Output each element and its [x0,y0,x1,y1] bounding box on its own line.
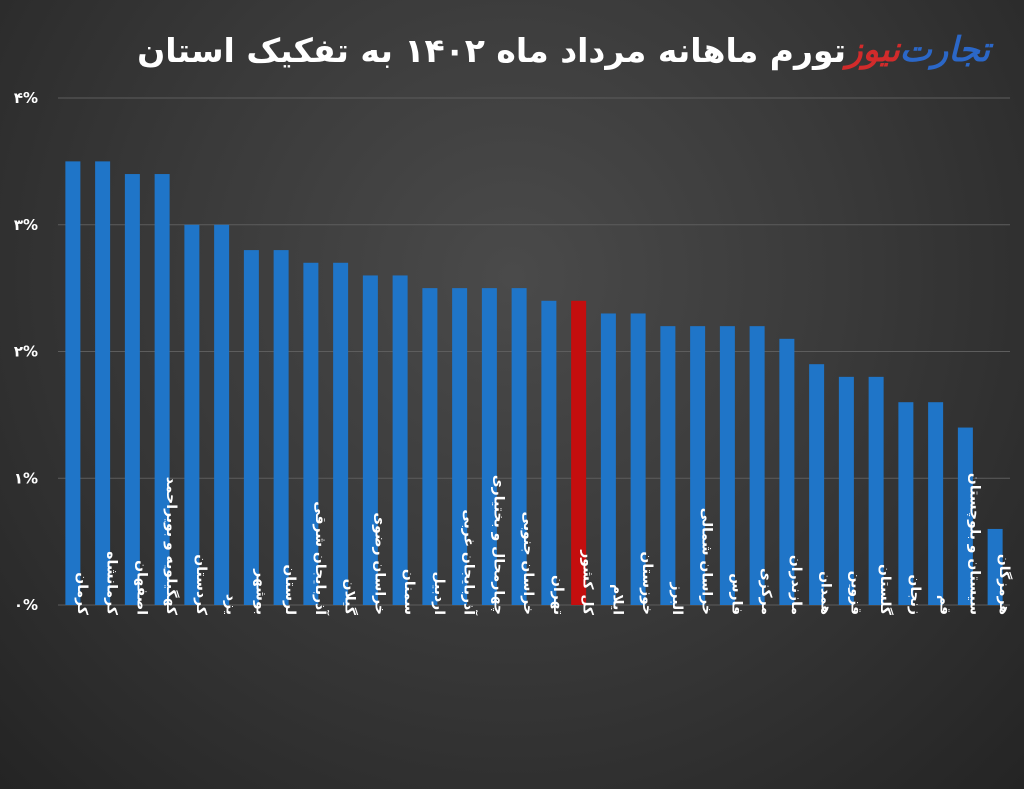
bar [898,402,914,605]
x-category-label: اردبیل [431,571,447,615]
x-category-label: خراسان شمالی [699,508,715,615]
x-category-label: هرمزگان [996,554,1013,615]
x-category-label: اصفهان [133,560,149,615]
chart-title: تورم ماهانه مرداد ماه ۱۴۰۲ به تفکیک استا… [137,30,847,70]
x-category-label: قزوین [847,571,863,615]
bar [124,174,140,606]
y-tick-label: ۰% [14,596,38,614]
y-tick-label: ۴% [14,89,38,107]
bar [987,528,1003,605]
bar [630,313,646,605]
x-category-label: چهارمحال و بختیاری [490,475,506,615]
x-category-label: خراسان رضوی [371,512,387,615]
x-category-label: مازندران [788,555,804,615]
bar [749,326,765,605]
bar [273,250,289,605]
bar [184,224,200,605]
bars [65,161,1003,606]
y-axis-ticks: ۰% ۱% ۲% ۳% ۴% [14,89,38,614]
bar [154,174,170,606]
bar [868,376,884,605]
x-category-label: تهران [550,575,566,615]
bar [600,313,616,605]
bar [333,262,349,605]
bar [511,288,527,605]
bar [65,161,81,605]
bar [690,326,706,605]
x-category-label: لرستان [282,564,298,615]
x-category-label: فارس [728,573,744,615]
x-category-label: آذربایجان غربی [461,509,479,616]
x-category-label: قم [937,595,953,615]
y-tick-label: ۱% [14,469,38,487]
bar [452,288,468,605]
bar [719,326,735,605]
y-tick-label: ۳% [14,216,38,234]
x-axis-labels: کرمان کرمانشاه اصفهان کهگیلویه و بویراحمد کر… [74,473,1013,616]
x-category-label: همدان [818,571,834,615]
bar [809,364,825,605]
bar [541,300,557,605]
x-category-label: کردستان [193,554,209,616]
bar [957,427,973,605]
x-category-label: کل کشور [580,549,596,616]
x-category-label: زنجان [907,574,923,615]
x-category-label: آذربایجان شرقی [312,501,330,616]
x-category-label: یزد [223,594,239,615]
x-category-label: سمنان [401,569,417,615]
x-category-label: گیلان [342,579,359,616]
bar [928,402,944,605]
bar [214,224,230,605]
bar [303,262,319,605]
bar [362,275,378,605]
brand-logo-part2: نیوز [846,30,900,70]
bar [481,288,497,605]
x-category-label: البرز [669,581,685,615]
x-category-label: مرکزی [758,568,774,615]
bar [422,288,438,605]
x-category-label: کرمان [74,572,90,616]
bar [392,275,408,605]
x-category-label: بوشهر [252,568,268,615]
x-category-label: کرمانشاه [104,551,120,616]
brand-logo: تجارت نیوز [846,30,990,70]
brand-logo-part1: تجارت [899,30,990,70]
bar-highlight [571,300,587,605]
x-category-label: خوزستان [639,551,655,615]
bar [243,250,259,605]
x-category-label: سیستان و بلوچستان [966,473,982,615]
x-category-label: گلستان [877,564,894,616]
x-category-label: کهگیلویه و بویراحمد [163,477,180,616]
bar [95,161,111,605]
y-tick-label: ۲% [14,343,38,361]
x-category-label: خراسان جنوبی [520,512,536,615]
bar [779,338,795,605]
chart-header: تورم ماهانه مرداد ماه ۱۴۰۲ به تفکیک استا… [18,22,1006,78]
x-category-label: ایلام [609,584,625,615]
bar [660,326,676,605]
bar [838,376,854,605]
